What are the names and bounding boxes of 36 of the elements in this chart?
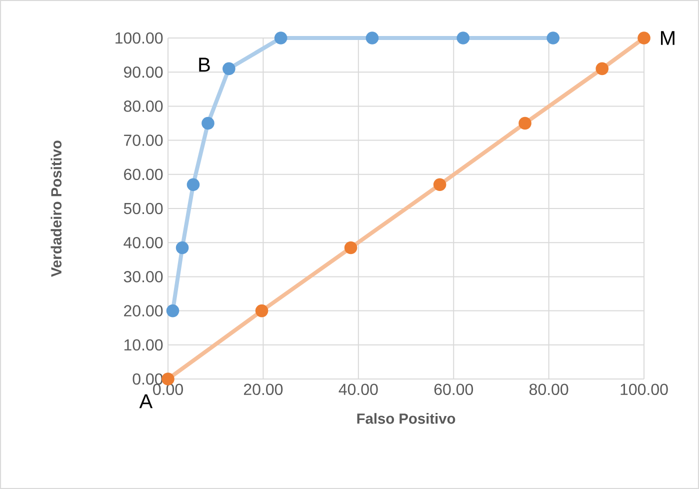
point	[176, 241, 189, 254]
y-tick-label: 100.00	[116, 32, 163, 44]
y-axis-title: Verdadeiro Positivo	[50, 140, 62, 277]
x-tick-label: 40.00	[338, 384, 378, 396]
point	[546, 32, 560, 44]
point	[456, 32, 470, 44]
x-tick-label: 60.00	[434, 384, 473, 396]
point	[186, 178, 200, 192]
point	[518, 116, 532, 130]
x-tick-label: 20.00	[244, 384, 283, 396]
point	[596, 62, 609, 76]
annotation: B	[199, 58, 210, 72]
point	[274, 32, 288, 44]
x-tick-label: 100.00	[620, 384, 668, 396]
point	[344, 241, 358, 254]
x-axis-title: Falso Positivo	[357, 413, 456, 424]
y-tick-label: 50.00	[124, 202, 163, 214]
point	[255, 304, 268, 318]
y-tick-label: 90.00	[124, 66, 163, 78]
y-tick-label: 20.00	[124, 305, 163, 316]
y-tick-label: 80.00	[124, 100, 163, 112]
point	[222, 62, 236, 76]
point	[366, 32, 379, 44]
annotation: M	[661, 31, 674, 45]
y-tick-label: 40.00	[124, 236, 163, 248]
annotation: A	[139, 394, 153, 408]
y-tick-label: 60.00	[124, 168, 163, 180]
x-tick-label: 80.00	[529, 384, 568, 396]
y-tick-label: 30.00	[124, 271, 163, 282]
point	[433, 178, 446, 192]
point	[202, 116, 214, 130]
y-tick-label: 70.00	[124, 134, 163, 146]
x-tick-label: 0.00	[153, 384, 183, 396]
y-tick-label: 10.00	[124, 339, 163, 351]
point	[166, 304, 180, 318]
point	[638, 32, 650, 44]
